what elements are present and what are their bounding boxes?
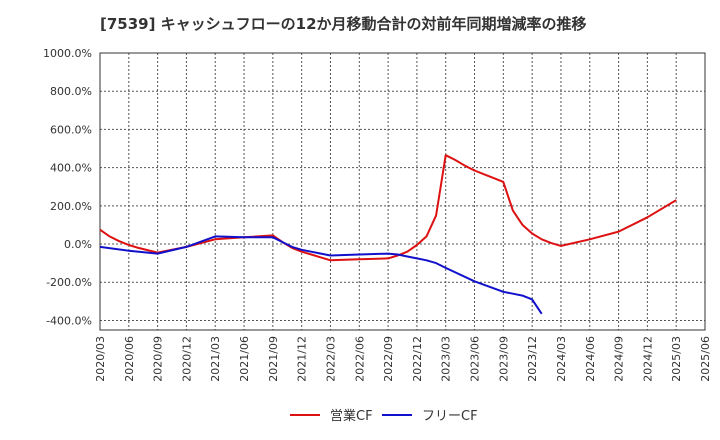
series-layer [99,154,677,315]
legend: 営業CF フリーCF [290,408,478,424]
legend-label-1: フリーCF [422,409,478,424]
x-tick-label: 2021/09 [267,336,280,382]
x-tick-label: 2021/12 [296,336,309,382]
y-tick-label: 1000.0% [43,47,92,60]
x-tick-label: 2022/09 [382,336,395,382]
x-tick-label: 2022/12 [411,336,424,382]
y-axis: -400.0% -200.0% 0.0% 200.0% 400.0% 600.0% 800.… [43,47,92,327]
y-tick-label: 200.0% [50,200,92,213]
x-tick-label: 2023/12 [526,336,539,382]
x-axis: 2020/03 2020/06 2020/09 2020/12 2021/03 2021/… [94,336,712,382]
x-tick-label: 2020/03 [94,336,107,382]
grid [99,52,706,330]
x-tick-label: 2024/09 [613,336,626,382]
x-tick-label: 2020/12 [180,336,193,382]
y-tick-label: 0.0% [64,238,92,251]
x-tick-label: 2023/06 [469,336,482,382]
x-tick-label: 2021/03 [209,336,222,382]
x-tick-label: 2024/12 [641,336,654,382]
x-tick-label: 2020/09 [152,336,165,382]
x-tick-label: 2021/06 [238,336,251,382]
y-tick-label: -400.0% [46,314,92,327]
x-tick-label: 2024/03 [555,336,568,382]
x-tick-label: 2020/06 [123,336,136,382]
x-tick-label: 2025/06 [699,336,712,382]
x-tick-label: 2023/09 [497,336,510,382]
legend-label-0: 営業CF [330,408,373,424]
y-tick-label: 800.0% [50,85,92,98]
x-tick-label: 2022/03 [324,336,337,382]
x-tick-label: 2024/06 [584,336,597,382]
y-tick-label: 400.0% [50,162,92,175]
y-tick-label: 600.0% [50,123,92,136]
chart-title: [7539] キャッシュフローの12か月移動合計の対前年同期増減率の推移 [100,15,587,33]
series-line-1 [99,235,543,315]
series-line-0 [99,154,677,262]
plot-frame [99,52,706,331]
y-tick-label: -200.0% [46,276,92,289]
x-tick-label: 2023/03 [440,336,453,382]
x-tick-label: 2022/06 [353,336,366,382]
x-tick-label: 2025/03 [670,336,683,382]
